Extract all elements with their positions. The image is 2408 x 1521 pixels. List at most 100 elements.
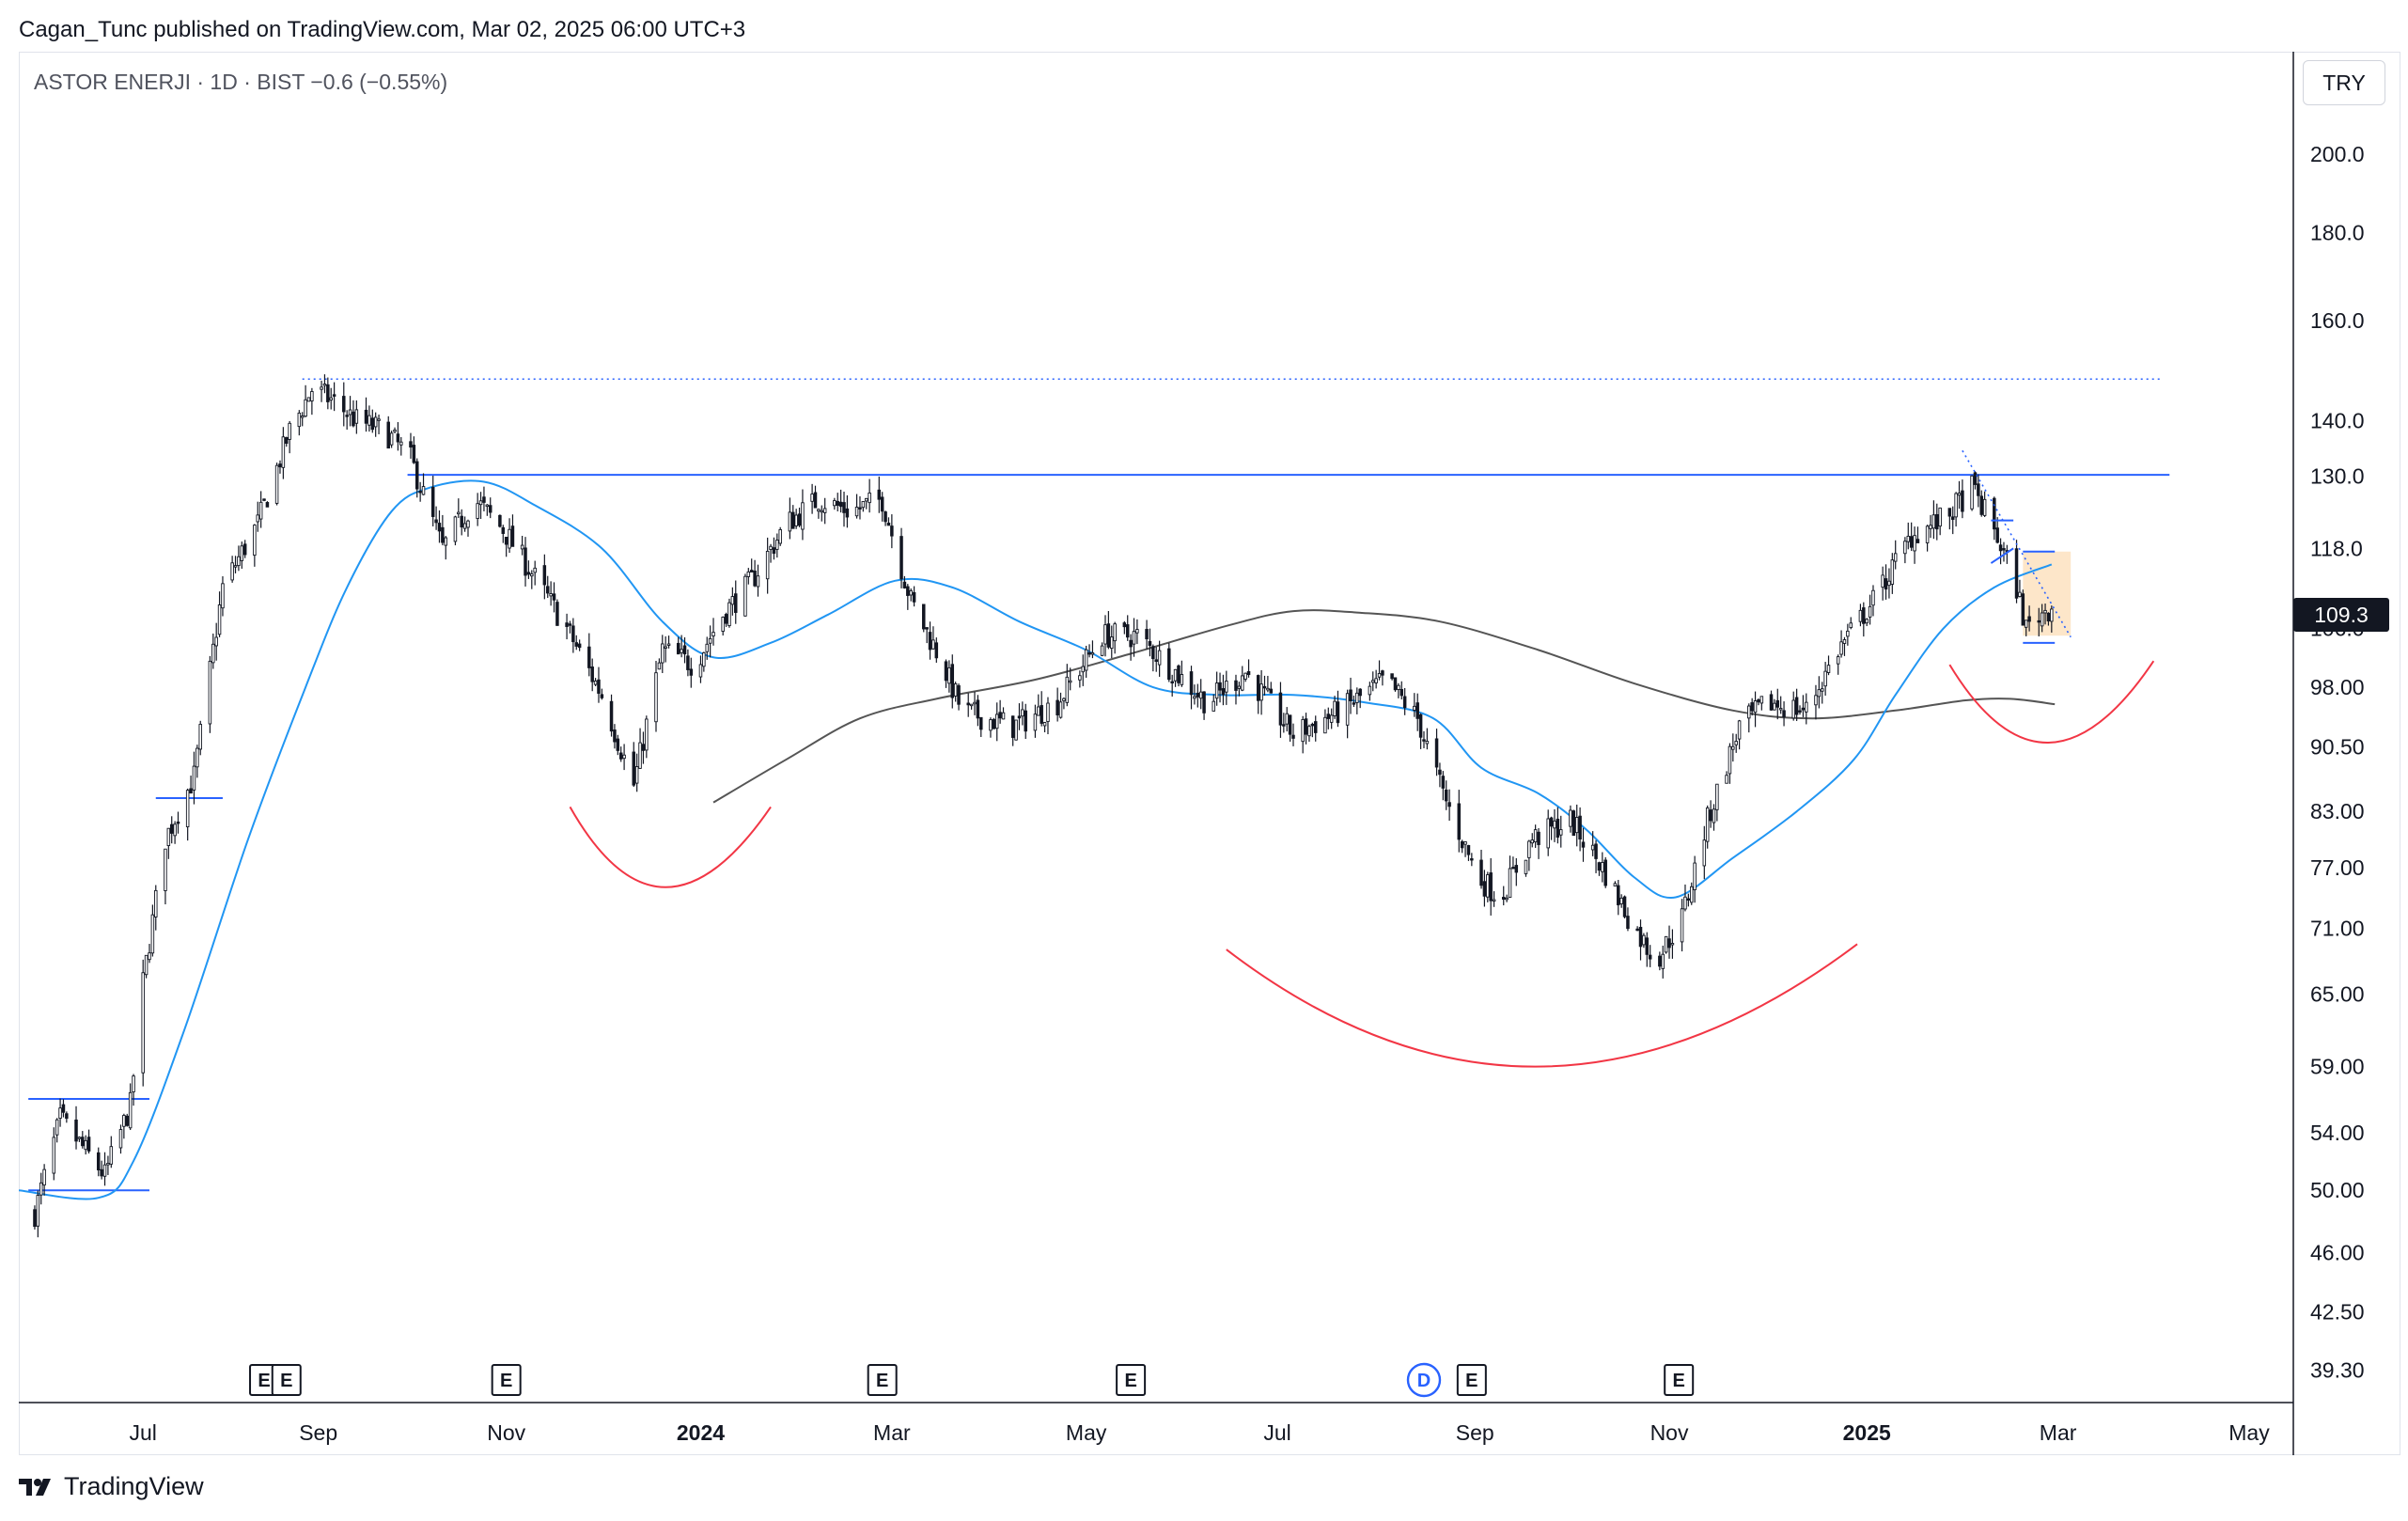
candle-body: [1925, 525, 1930, 543]
candle-body: [1349, 689, 1353, 701]
candle-body: [329, 397, 333, 400]
candle-body: [1234, 680, 1238, 691]
candle-body: [169, 823, 174, 834]
candle-body: [1903, 541, 1907, 555]
candle-body: [77, 1137, 82, 1139]
candle-body: [654, 672, 658, 723]
symbol-info: ASTOR ENERJI · 1D · BIST −0.6 (−0.55%): [34, 70, 448, 94]
candle-body: [1667, 938, 1671, 949]
candle-body: [1791, 699, 1795, 719]
candle-body: [2002, 548, 2006, 551]
candle-body: [1021, 709, 1024, 717]
candle-body: [931, 639, 935, 650]
candle-body: [1590, 844, 1595, 851]
candle-body: [1884, 578, 1888, 590]
candle-body: [457, 511, 461, 515]
candle-body: [1285, 713, 1289, 725]
candle-body: [520, 544, 524, 550]
candle-body: [1425, 741, 1430, 745]
candle-body: [1345, 693, 1350, 726]
currency-selector[interactable]: TRY: [2303, 60, 2385, 105]
candle-body: [102, 1164, 107, 1177]
candle-body: [542, 565, 547, 586]
candle-body: [444, 537, 448, 546]
candle-body: [195, 747, 199, 768]
candle-body: [36, 1195, 40, 1227]
price-tick-label: 98.00: [2310, 675, 2365, 699]
candle-body: [1801, 707, 1806, 711]
candle-body: [1775, 699, 1780, 708]
candle-body: [698, 664, 703, 678]
candle-body: [587, 646, 591, 668]
candle-body: [297, 412, 302, 428]
price-tick-label: 54.00: [2310, 1121, 2365, 1145]
candle-body: [510, 525, 515, 547]
candle-body: [1715, 783, 1719, 810]
earnings-event-icon: [271, 1364, 302, 1396]
candle-body: [568, 623, 572, 626]
candle-body: [998, 712, 1002, 719]
candle-body: [555, 602, 559, 626]
earnings-event-label: E: [258, 1371, 270, 1391]
candle-body: [96, 1152, 101, 1170]
tradingview-logo[interactable]: TradingView: [19, 1472, 204, 1501]
candle-body: [769, 545, 773, 550]
candle-body: [1553, 820, 1556, 829]
sma-fast-line: [19, 479, 2053, 1200]
candle-body: [1422, 739, 1426, 742]
candle-body: [1865, 619, 1869, 624]
candle-body: [230, 562, 234, 581]
candle-body: [1979, 495, 1983, 515]
candle-body: [504, 536, 508, 545]
level-lines-layer: [28, 378, 2170, 1192]
candle-body: [478, 500, 483, 506]
time-tick-label: Mar: [873, 1420, 911, 1445]
candle-body: [1154, 659, 1158, 663]
candle-body: [2027, 616, 2031, 622]
price-tick-label: 39.30: [2310, 1358, 2365, 1383]
candle-body: [485, 504, 490, 508]
time-tick-label: May: [1066, 1420, 1107, 1445]
candle-body: [1686, 898, 1691, 901]
time-tick-label: Sep: [1456, 1420, 1494, 1445]
candle-body: [2046, 612, 2051, 622]
candle-body: [1129, 639, 1133, 648]
candle-body: [418, 491, 422, 494]
candle-body: [460, 515, 463, 528]
candle-body: [1225, 681, 1228, 693]
candle-body: [1489, 872, 1493, 902]
candle-body: [1352, 702, 1356, 705]
candle-body: [912, 591, 916, 603]
candle-body: [217, 604, 222, 635]
candle-body: [122, 1115, 126, 1127]
candle-body: [616, 738, 620, 751]
candle-body: [192, 765, 196, 791]
candle-body: [1689, 886, 1694, 903]
candle-body: [1282, 724, 1286, 727]
candle-body: [2018, 591, 2022, 597]
candle-body: [899, 536, 903, 580]
candle-body: [702, 652, 706, 667]
candle-body: [453, 516, 458, 542]
candle-body: [1954, 493, 1958, 518]
time-tick-label: 2024: [677, 1420, 725, 1445]
candle-body: [533, 567, 537, 573]
candle-body: [657, 662, 662, 670]
descending-trendline: [1962, 449, 2072, 638]
candle-body: [756, 575, 760, 588]
candle-body: [1278, 692, 1283, 726]
candle-body: [498, 514, 502, 527]
candle-body: [922, 604, 926, 630]
candle-body: [909, 590, 913, 596]
candle-body: [934, 642, 939, 659]
candle-body: [1037, 706, 1040, 716]
candle-body: [1132, 631, 1136, 645]
candle-body: [746, 571, 751, 577]
candle-body: [1189, 671, 1194, 696]
dividend-event-icon: [1406, 1362, 1442, 1398]
candle-body: [367, 415, 371, 426]
candle-body: [1170, 681, 1174, 684]
candle-body: [1993, 497, 1996, 530]
